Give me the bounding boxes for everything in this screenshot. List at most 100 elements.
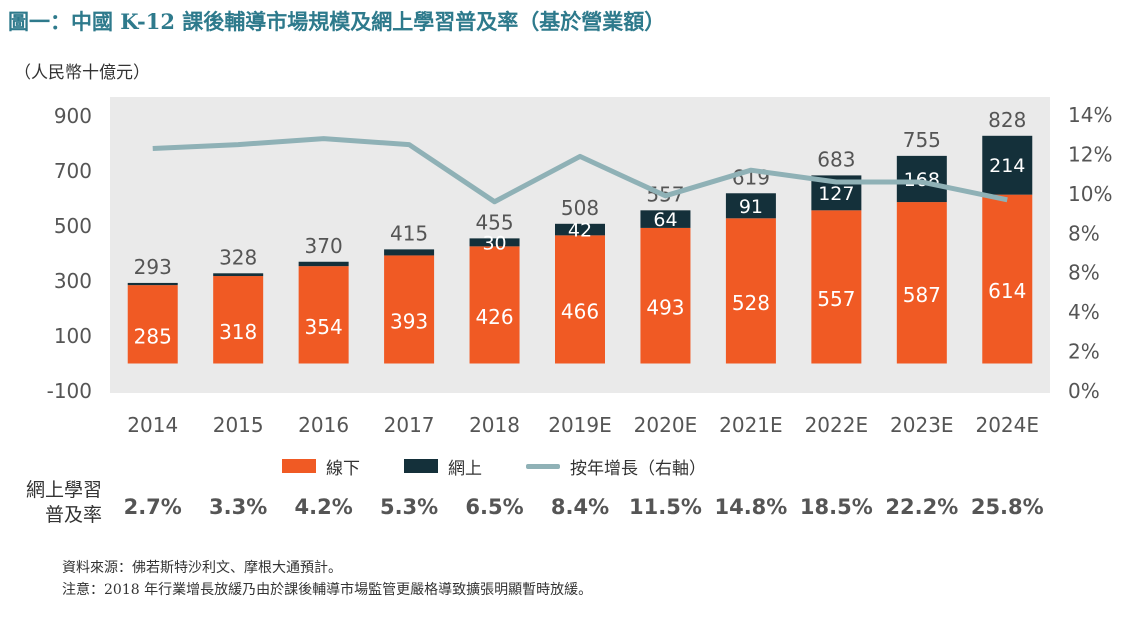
penetration-label-line1: 網上學習: [25, 479, 102, 501]
bar-online: [725, 193, 776, 219]
bar-online-label: 127: [818, 183, 854, 205]
bar-online-label: 64: [653, 209, 677, 231]
x-tick-label: 2017: [384, 413, 435, 437]
penetration-value: 11.5%: [629, 495, 702, 519]
bar-offline-label: 528: [732, 291, 770, 315]
y-left-tick-label: 300: [54, 269, 92, 293]
legend-label-offline: 線下: [326, 458, 360, 479]
bar-offline-label: 393: [390, 309, 428, 333]
y-right-tick-label: 10%: [1068, 182, 1112, 206]
y-right-tick-label: 0%: [1068, 379, 1100, 403]
x-tick-label: 2018: [469, 413, 520, 437]
legend-swatch-offline: [282, 459, 316, 473]
x-axis: 2014 2015 2016 2017 2018 2019E 2020E 2021E 2022E…: [127, 413, 1039, 437]
bar-offline: [384, 255, 435, 364]
bar-offline: [127, 285, 178, 364]
penetration-value: 3.3%: [209, 495, 268, 519]
bar-offline-label: 426: [475, 305, 513, 329]
bar-offline: [896, 202, 947, 364]
bar-offline-label: 285: [134, 324, 172, 348]
bar-online: [384, 249, 435, 256]
growth-line: [152, 136, 1008, 205]
bar-online: [469, 238, 520, 247]
legend-item-growth: 按年增長（右軸）: [526, 454, 706, 479]
bar-offline-label: 587: [903, 283, 941, 307]
bar-online-label: 30: [482, 232, 506, 254]
y-right-tick-label: 4%: [1068, 300, 1100, 324]
legend-label-online: 網上: [448, 458, 482, 479]
growth-line-series: [152, 136, 1008, 205]
footnotes: 資料來源：佛若斯特沙利文、摩根大通預計。 注意：2018 年行業增長放緩乃由於課…: [62, 557, 592, 601]
bar-offline-label: 318: [219, 320, 257, 344]
penetration-value: 22.2%: [885, 495, 959, 519]
y-left-tick-label: 900: [54, 104, 92, 128]
bar-total-label: 828: [988, 108, 1026, 132]
bar-offline: [555, 235, 605, 364]
y-right-tick-label: 8%: [1068, 261, 1100, 285]
legend: 線下 網上 按年增長（右軸）: [282, 454, 750, 479]
source-note: 資料來源：佛若斯特沙利文、摩根大通預計。: [62, 560, 342, 576]
y-right-axis: 14% 12% 10% 8% 8% 4% 2% 0%: [1068, 103, 1112, 403]
bar-total-label: 415: [390, 221, 428, 245]
x-tick-label: 2022E: [805, 413, 869, 437]
bar-online: [640, 210, 691, 228]
y-right-tick-label: 8%: [1068, 221, 1100, 245]
penetration-label-line2: 普及率: [44, 504, 102, 526]
bar-total-label: 455: [475, 210, 513, 234]
legend-label-growth: 按年增長（右軸）: [570, 458, 706, 479]
bar-total-label: 755: [903, 128, 941, 152]
penetration-value: 14.8%: [714, 495, 788, 519]
bar-total-label: 683: [817, 147, 855, 171]
penetration-value: 8.4%: [550, 495, 610, 519]
y-left-tick-label: 500: [54, 214, 92, 238]
y-left-tick-label: 700: [54, 159, 92, 183]
penetration-row-label: 網上學習 普及率: [14, 478, 102, 528]
bar-online: [213, 273, 264, 277]
bar-total-label: 508: [561, 196, 599, 220]
y-left-axis: 900 700 500 300 100 -100: [47, 104, 92, 403]
bar-offline-label: 493: [646, 296, 684, 320]
bar-offline: [640, 227, 691, 364]
x-tick-label: 2023E: [890, 413, 954, 437]
penetration-value: 4.2%: [294, 495, 353, 519]
footnote: 注意：2018 年行業增長放緩乃由於課後輔導市場監管更嚴格導致擴張明顯暫時放緩。: [62, 582, 593, 598]
bar-online: [298, 261, 349, 267]
bar-online-label: 91: [739, 196, 763, 218]
bar-total-label: 293: [134, 255, 172, 279]
y-right-tick-label: 14%: [1068, 103, 1112, 127]
penetration-value: 2.7%: [123, 495, 182, 519]
bar-offline: [982, 194, 1033, 364]
penetration-value: 5.3%: [379, 495, 439, 519]
bar-offline-label: 614: [988, 279, 1026, 303]
bar-online-label: 42: [568, 220, 592, 242]
legend-swatch-online: [404, 459, 438, 473]
bar-online: [555, 223, 605, 236]
x-tick-label: 2015: [213, 413, 264, 437]
penetration-value: 25.8%: [970, 495, 1044, 519]
x-tick-label: 2016: [298, 413, 349, 437]
bar-offline: [213, 276, 264, 364]
bar-offline: [811, 210, 862, 364]
x-tick-label: 2021E: [719, 413, 783, 437]
x-tick-label: 2014: [127, 413, 178, 437]
y-right-tick-label: 2%: [1068, 340, 1100, 364]
bar-offline: [725, 218, 776, 364]
bar-total-label: 370: [305, 234, 343, 258]
bar-offline-label: 466: [561, 299, 599, 323]
legend-swatch-growth: [526, 463, 560, 469]
bar-online: [982, 135, 1033, 195]
x-tick-label: 2020E: [634, 413, 698, 437]
bar-online-label: 214: [989, 155, 1025, 177]
penetration-value: 6.5%: [465, 495, 524, 519]
bar-offline-label: 354: [305, 315, 343, 339]
bar-total-label: 328: [219, 245, 257, 269]
y-left-tick-label: -100: [47, 379, 92, 403]
y-right-tick-label: 12%: [1068, 142, 1112, 166]
bar-online: [127, 282, 178, 286]
y-left-tick-label: 100: [54, 324, 92, 348]
bar-offline: [469, 246, 520, 364]
bar-online: [896, 155, 947, 203]
legend-item-offline: 線下: [282, 454, 360, 479]
